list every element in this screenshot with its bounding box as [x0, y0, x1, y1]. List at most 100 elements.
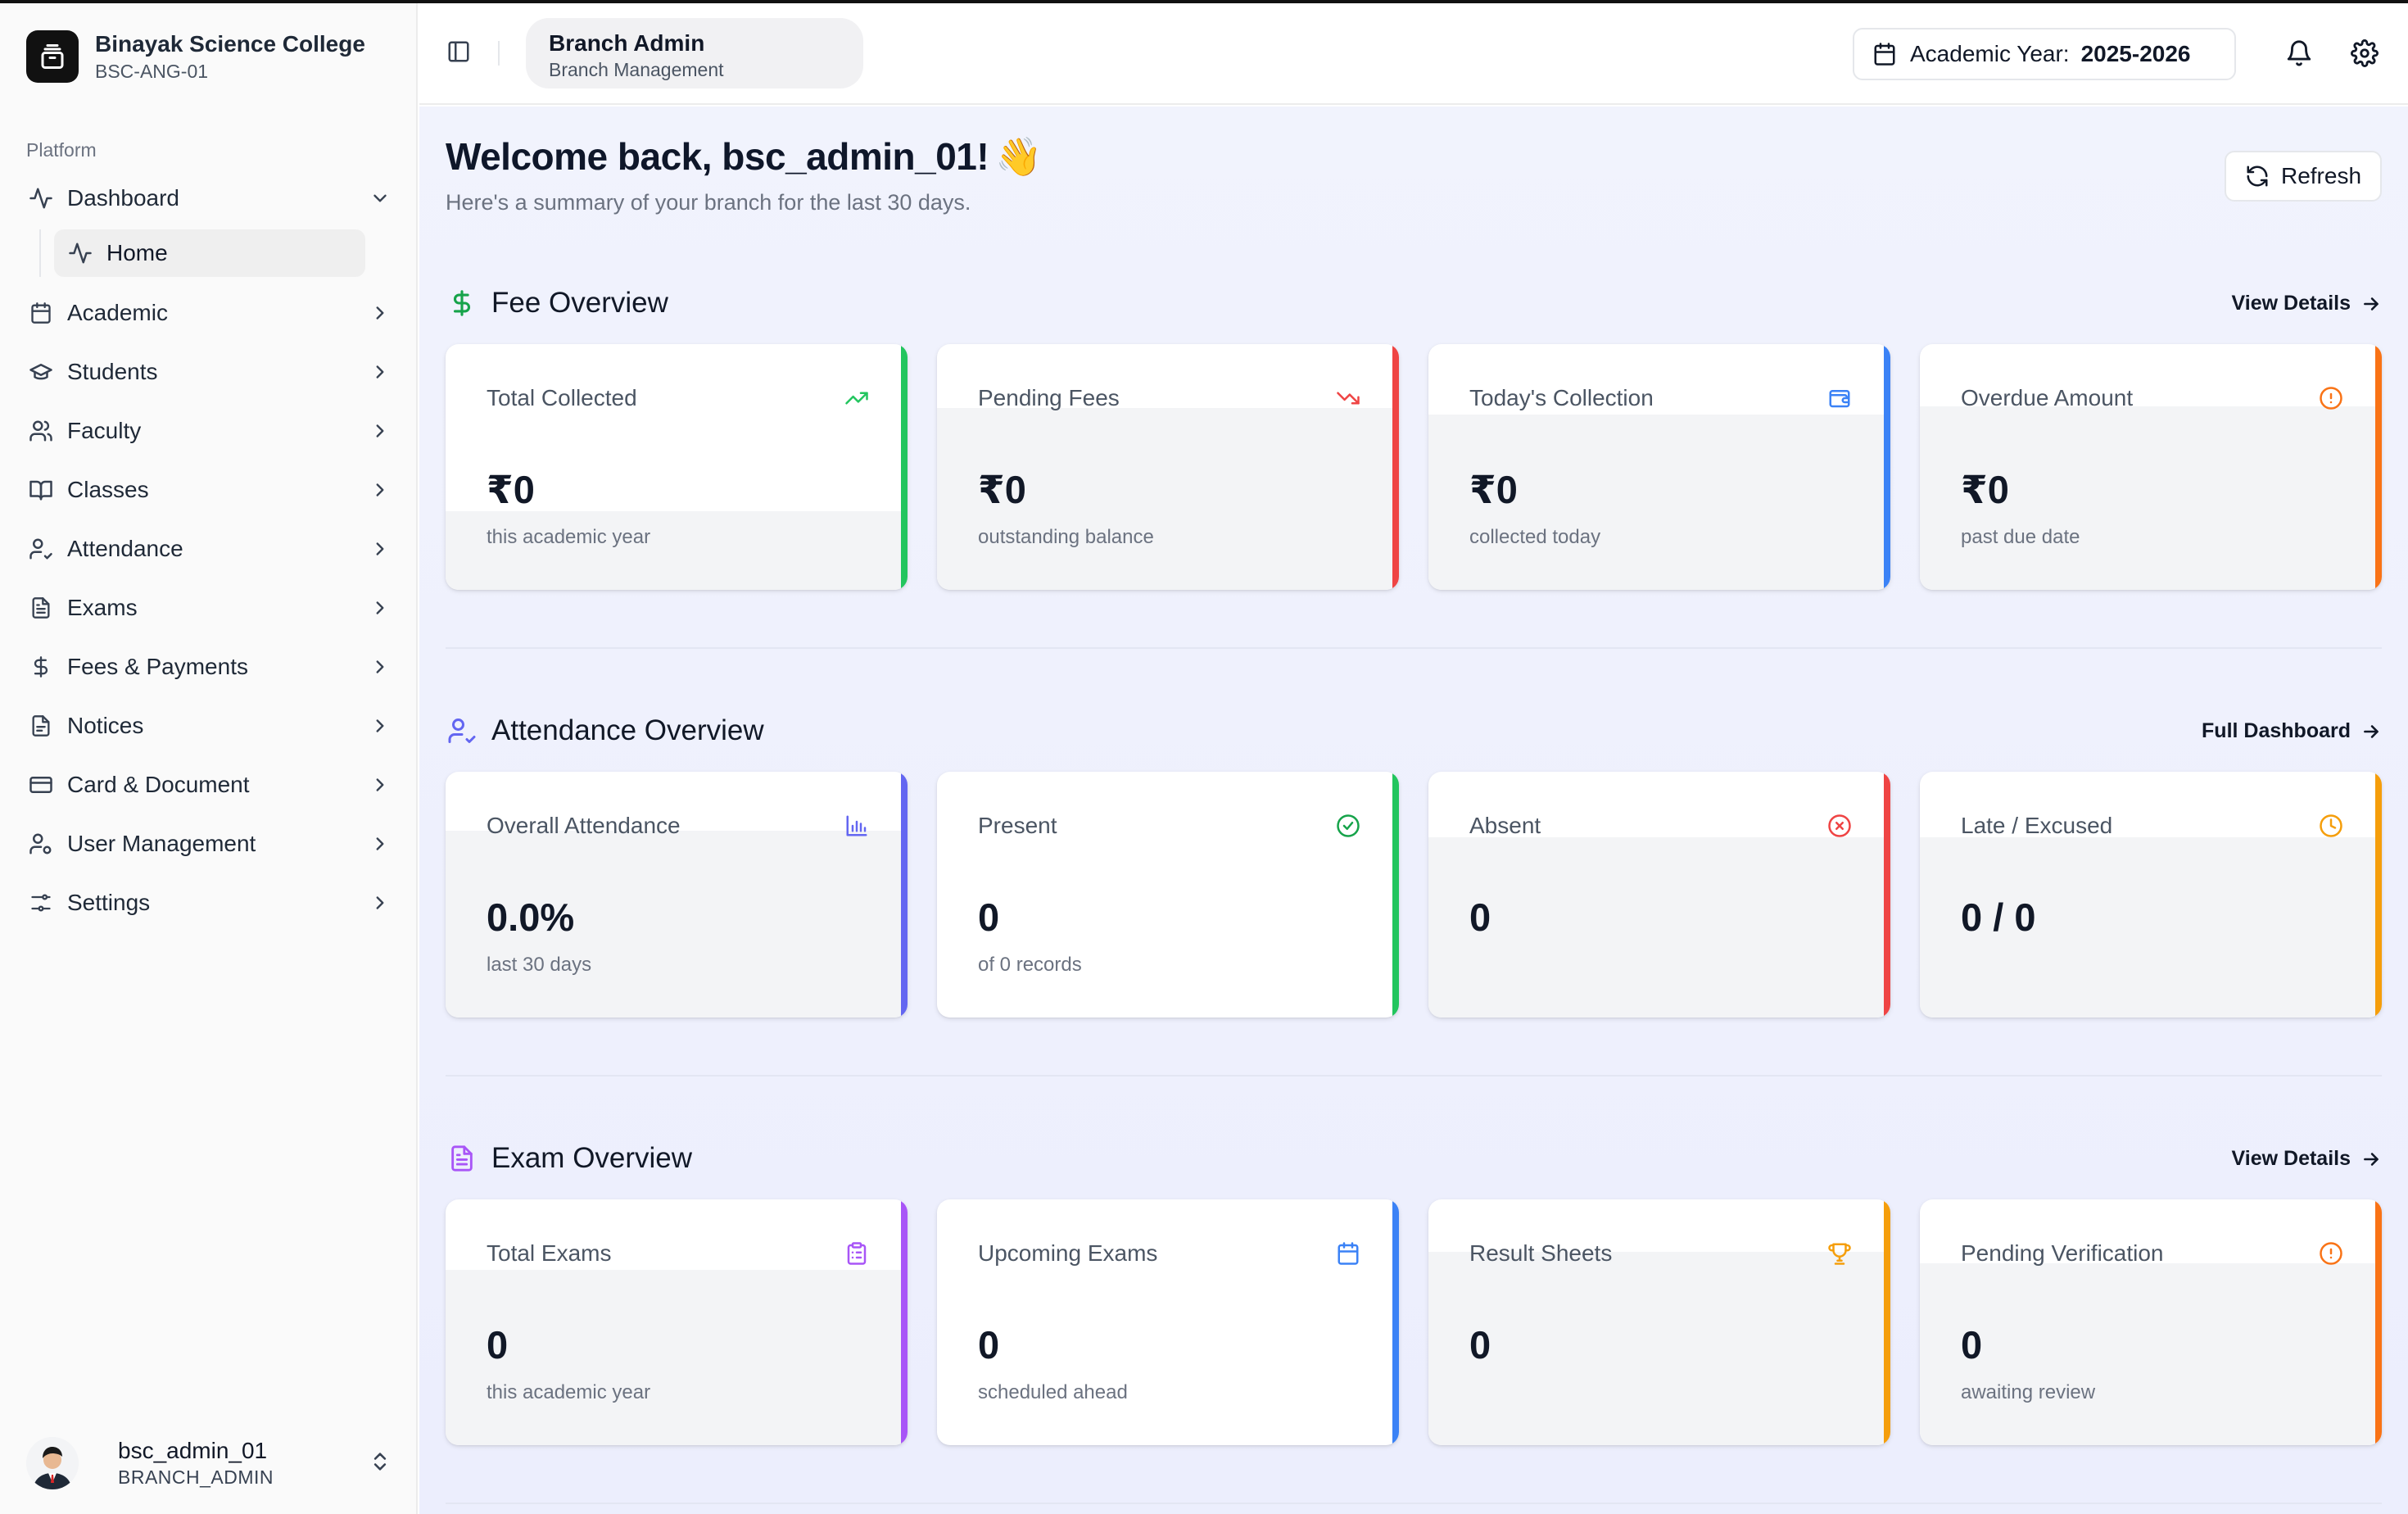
sidebar-item-label: Academic: [67, 300, 168, 325]
book-open-icon: [28, 477, 54, 503]
trophy-icon: [1826, 1240, 1853, 1267]
sidebar-item-label: Fees & Payments: [67, 654, 248, 679]
refresh-button[interactable]: Refresh: [2225, 151, 2382, 202]
refresh-label: Refresh: [2280, 163, 2362, 188]
stat-card-total-exams[interactable]: Total Exams 0 this academic year: [446, 1199, 908, 1445]
sidebar-item-exams[interactable]: Exams: [25, 585, 393, 631]
stat-card-overall-attendance[interactable]: Overall Attendance 0.0% last 30 days: [446, 772, 908, 1018]
user-cog-icon: [28, 831, 54, 857]
stat-card-present[interactable]: Present 0 of 0 records: [937, 772, 1399, 1018]
stat-card-upcoming-exams[interactable]: Upcoming Exams 0 scheduled ahead: [937, 1199, 1399, 1445]
card-accent-bar: [901, 772, 908, 1018]
sidebar-item-settings[interactable]: Settings: [25, 880, 393, 926]
alert-circle-icon: [2318, 385, 2344, 411]
section-title: Fee Overview: [491, 287, 668, 319]
breadcrumb: Branch Admin Branch Management: [526, 18, 863, 88]
sidebar-item-user-management[interactable]: User Management: [25, 821, 393, 867]
arrow-right-icon: [2360, 293, 2382, 315]
card-label: Pending Verification: [1961, 1240, 2164, 1266]
fee-overview-section: Fee Overview View Details Total Collecte…: [446, 277, 2382, 590]
view-details-link[interactable]: View Details: [2232, 292, 2382, 315]
card-value: 0.0%: [487, 895, 575, 939]
sidebar-item-classes[interactable]: Classes: [25, 467, 393, 513]
page-subtitle: Here's a summary of your branch for the …: [446, 190, 971, 215]
card-accent-bar: [1392, 344, 1399, 590]
card-sub: outstanding balance: [978, 526, 1154, 548]
activity-icon: [67, 240, 93, 266]
user-check-icon: [446, 714, 478, 747]
card-value: ₹0: [978, 468, 1026, 511]
academic-year-label: Academic Year:: [1910, 41, 2070, 66]
sidebar-subitem-home[interactable]: Home: [54, 229, 365, 277]
card-wash: [446, 831, 908, 1018]
panel-left-icon: [446, 39, 471, 66]
card-value: 0: [487, 1323, 509, 1367]
sidebar-item-card-document[interactable]: Card & Document: [25, 762, 393, 808]
user-menu[interactable]: bsc_admin_01 BRANCH_ADMIN: [26, 1429, 392, 1498]
stat-card-overdue-amount[interactable]: Overdue Amount ₹0 past due date: [1920, 344, 2382, 590]
sidebar-item-label: Faculty: [67, 418, 142, 443]
academic-year-selector[interactable]: Academic Year: 2025-2026: [1853, 28, 2236, 80]
stat-card-result-sheets[interactable]: Result Sheets 0: [1428, 1199, 1890, 1445]
card-label: Upcoming Exams: [978, 1240, 1158, 1266]
file-text-icon: [446, 1142, 478, 1175]
card-sub: collected today: [1469, 526, 1601, 548]
card-sub: this academic year: [487, 526, 651, 548]
stat-card-pending-fees[interactable]: Pending Fees ₹0 outstanding balance: [937, 344, 1399, 590]
stat-card-pending-verification[interactable]: Pending Verification 0 awaiting review: [1920, 1199, 2382, 1445]
chevron-right-icon: [367, 359, 393, 385]
card-wash: [446, 511, 908, 590]
brand-switcher[interactable]: Binayak Science College BSC-ANG-01: [26, 29, 365, 84]
sidebar-item-label: Exams: [67, 595, 138, 620]
card-wash: [937, 408, 1399, 590]
sidebar-item-students[interactable]: Students: [25, 349, 393, 395]
window-top-border: [0, 0, 2408, 3]
sidebar-item-attendance[interactable]: Attendance: [25, 526, 393, 572]
sidebar-item-academic[interactable]: Academic: [25, 290, 393, 336]
chevron-right-icon: [367, 477, 393, 503]
chevron-right-icon: [367, 772, 393, 798]
sidebar-item-faculty[interactable]: Faculty: [25, 408, 393, 454]
exam-overview-section: Exam Overview View Details Total Exams 0…: [446, 1132, 2382, 1445]
stat-card-late-excused[interactable]: Late / Excused 0 / 0: [1920, 772, 2382, 1018]
section-title: Attendance Overview: [491, 714, 764, 746]
stat-card-absent[interactable]: Absent 0: [1428, 772, 1890, 1018]
stat-card-todays-collection[interactable]: Today's Collection ₹0 collected today: [1428, 344, 1890, 590]
card-value: ₹0: [1469, 468, 1518, 511]
sidebar: Binayak Science College BSC-ANG-01 Platf…: [0, 3, 418, 1514]
card-value: 0: [1961, 1323, 1983, 1367]
card-value: 0: [1469, 1323, 1491, 1367]
card-wash: [1428, 1252, 1890, 1445]
user-role: BRANCH_ADMIN: [118, 1466, 274, 1488]
welcome-text: Welcome back, bsc_admin_01!: [446, 135, 989, 178]
card-value: 0: [978, 1323, 1000, 1367]
calendar-icon: [1335, 1240, 1361, 1267]
graduation-cap-icon: [28, 359, 54, 385]
bell-icon[interactable]: [2285, 39, 2313, 71]
sidebar-item-fees-payments[interactable]: Fees & Payments: [25, 644, 393, 690]
chevron-right-icon: [367, 713, 393, 739]
user-check-icon: [28, 536, 54, 562]
card-label: Today's Collection: [1469, 385, 1654, 410]
card-accent-bar: [1884, 344, 1890, 590]
full-dashboard-link[interactable]: Full Dashboard: [2202, 719, 2382, 743]
sidebar-item-label: Dashboard: [67, 185, 179, 211]
sidebar-subitem-label: Home: [106, 240, 168, 265]
brand-logo-icon: [26, 30, 79, 83]
activity-icon: [28, 185, 54, 211]
sidebar-item-label: User Management: [67, 831, 256, 856]
gear-icon[interactable]: [2351, 39, 2379, 71]
link-label: Full Dashboard: [2202, 719, 2351, 742]
chevrons-up-down-icon: [369, 1450, 392, 1477]
sidebar-toggle-button[interactable]: [444, 38, 473, 67]
sidebar-item-label: Students: [67, 359, 158, 384]
card-label: Total Exams: [487, 1240, 612, 1266]
stat-card-total-collected[interactable]: Total Collected ₹0 this academic year: [446, 344, 908, 590]
sidebar-item-dashboard[interactable]: Dashboard: [25, 175, 393, 221]
card-accent-bar: [1392, 1199, 1399, 1445]
sidebar-item-notices[interactable]: Notices: [25, 703, 393, 749]
calendar-icon: [28, 300, 54, 326]
view-details-link[interactable]: View Details: [2232, 1147, 2382, 1171]
chevron-right-icon: [367, 536, 393, 562]
card-value: 0 / 0: [1961, 895, 2036, 939]
